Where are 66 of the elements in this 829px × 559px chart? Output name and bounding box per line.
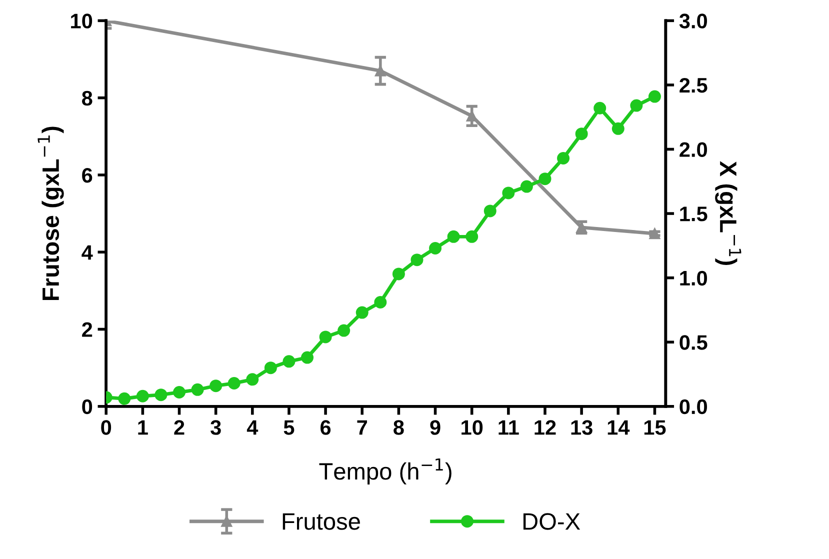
point [136,390,149,402]
point [630,99,643,112]
point [228,377,240,390]
x-tick-label: 6 [320,420,331,435]
y2-tick-label: 0.0 [680,399,707,414]
x-tick-label: 14 [608,420,630,435]
y2-axis-title: X (gxL$^{−1}$) [715,161,742,265]
point [264,362,277,374]
y-tick-label: 8 [82,90,92,106]
y2-tick-label: 0.5 [680,335,708,350]
y2-tick-label: 3.0 [679,14,707,28]
point [429,242,442,254]
x-tick-label: 4 [246,420,258,435]
point [356,306,368,319]
x-tick-label: 10 [462,420,483,435]
point [594,102,606,114]
point [338,324,350,337]
point [154,388,168,402]
x-tick-label: 15 [644,420,666,435]
y-tick-label: 2 [82,322,92,337]
point [173,386,186,398]
point [575,128,588,140]
point [301,351,314,364]
legend-label: Frutose [282,513,360,530]
x-axis-title: Tempo (h$^{−1}$) [319,458,452,484]
point [282,355,296,368]
point [410,254,424,266]
x-tick-label: 5 [284,420,294,435]
y2-tick-label: 2.5 [680,78,708,93]
point [319,330,332,344]
x-tick-label: 11 [498,420,519,435]
x-tick-label: 7 [357,420,368,435]
x-tick-label: 1 [138,420,148,435]
point [118,392,131,405]
point [612,122,624,135]
point [392,268,405,280]
y-axis-title: Frutose (gxL$^{−1}$) [38,126,64,300]
point [484,204,496,218]
point [374,296,387,308]
x-tick-label: 13 [571,420,592,435]
point [648,90,661,103]
x-tick-label: 9 [430,420,440,435]
point [502,186,515,200]
x-tick-label: 2 [174,420,184,435]
x-tick-label: 0 [101,420,112,435]
point [191,383,204,396]
point [246,373,259,386]
y2-tick-label: 1.0 [680,270,707,286]
y-tick-label: 0 [82,399,92,414]
point [466,230,478,243]
point [520,180,533,193]
x-tick-label: 3 [210,420,221,435]
y2-tick-label: 1.5 [680,206,708,222]
legend-label: DO-X [523,513,580,530]
point [447,230,460,243]
y2-tick-label: 2.0 [680,142,707,158]
y-tick-label: 6 [82,168,92,183]
point [374,65,386,76]
point [557,152,570,165]
point [538,172,552,186]
y-tick-label: 4 [82,245,93,260]
x-tick-label: 12 [534,420,556,435]
point [210,380,222,392]
x-tick-label: 8 [394,420,404,435]
point [649,228,660,240]
y-tick-label: 10 [71,14,92,28]
